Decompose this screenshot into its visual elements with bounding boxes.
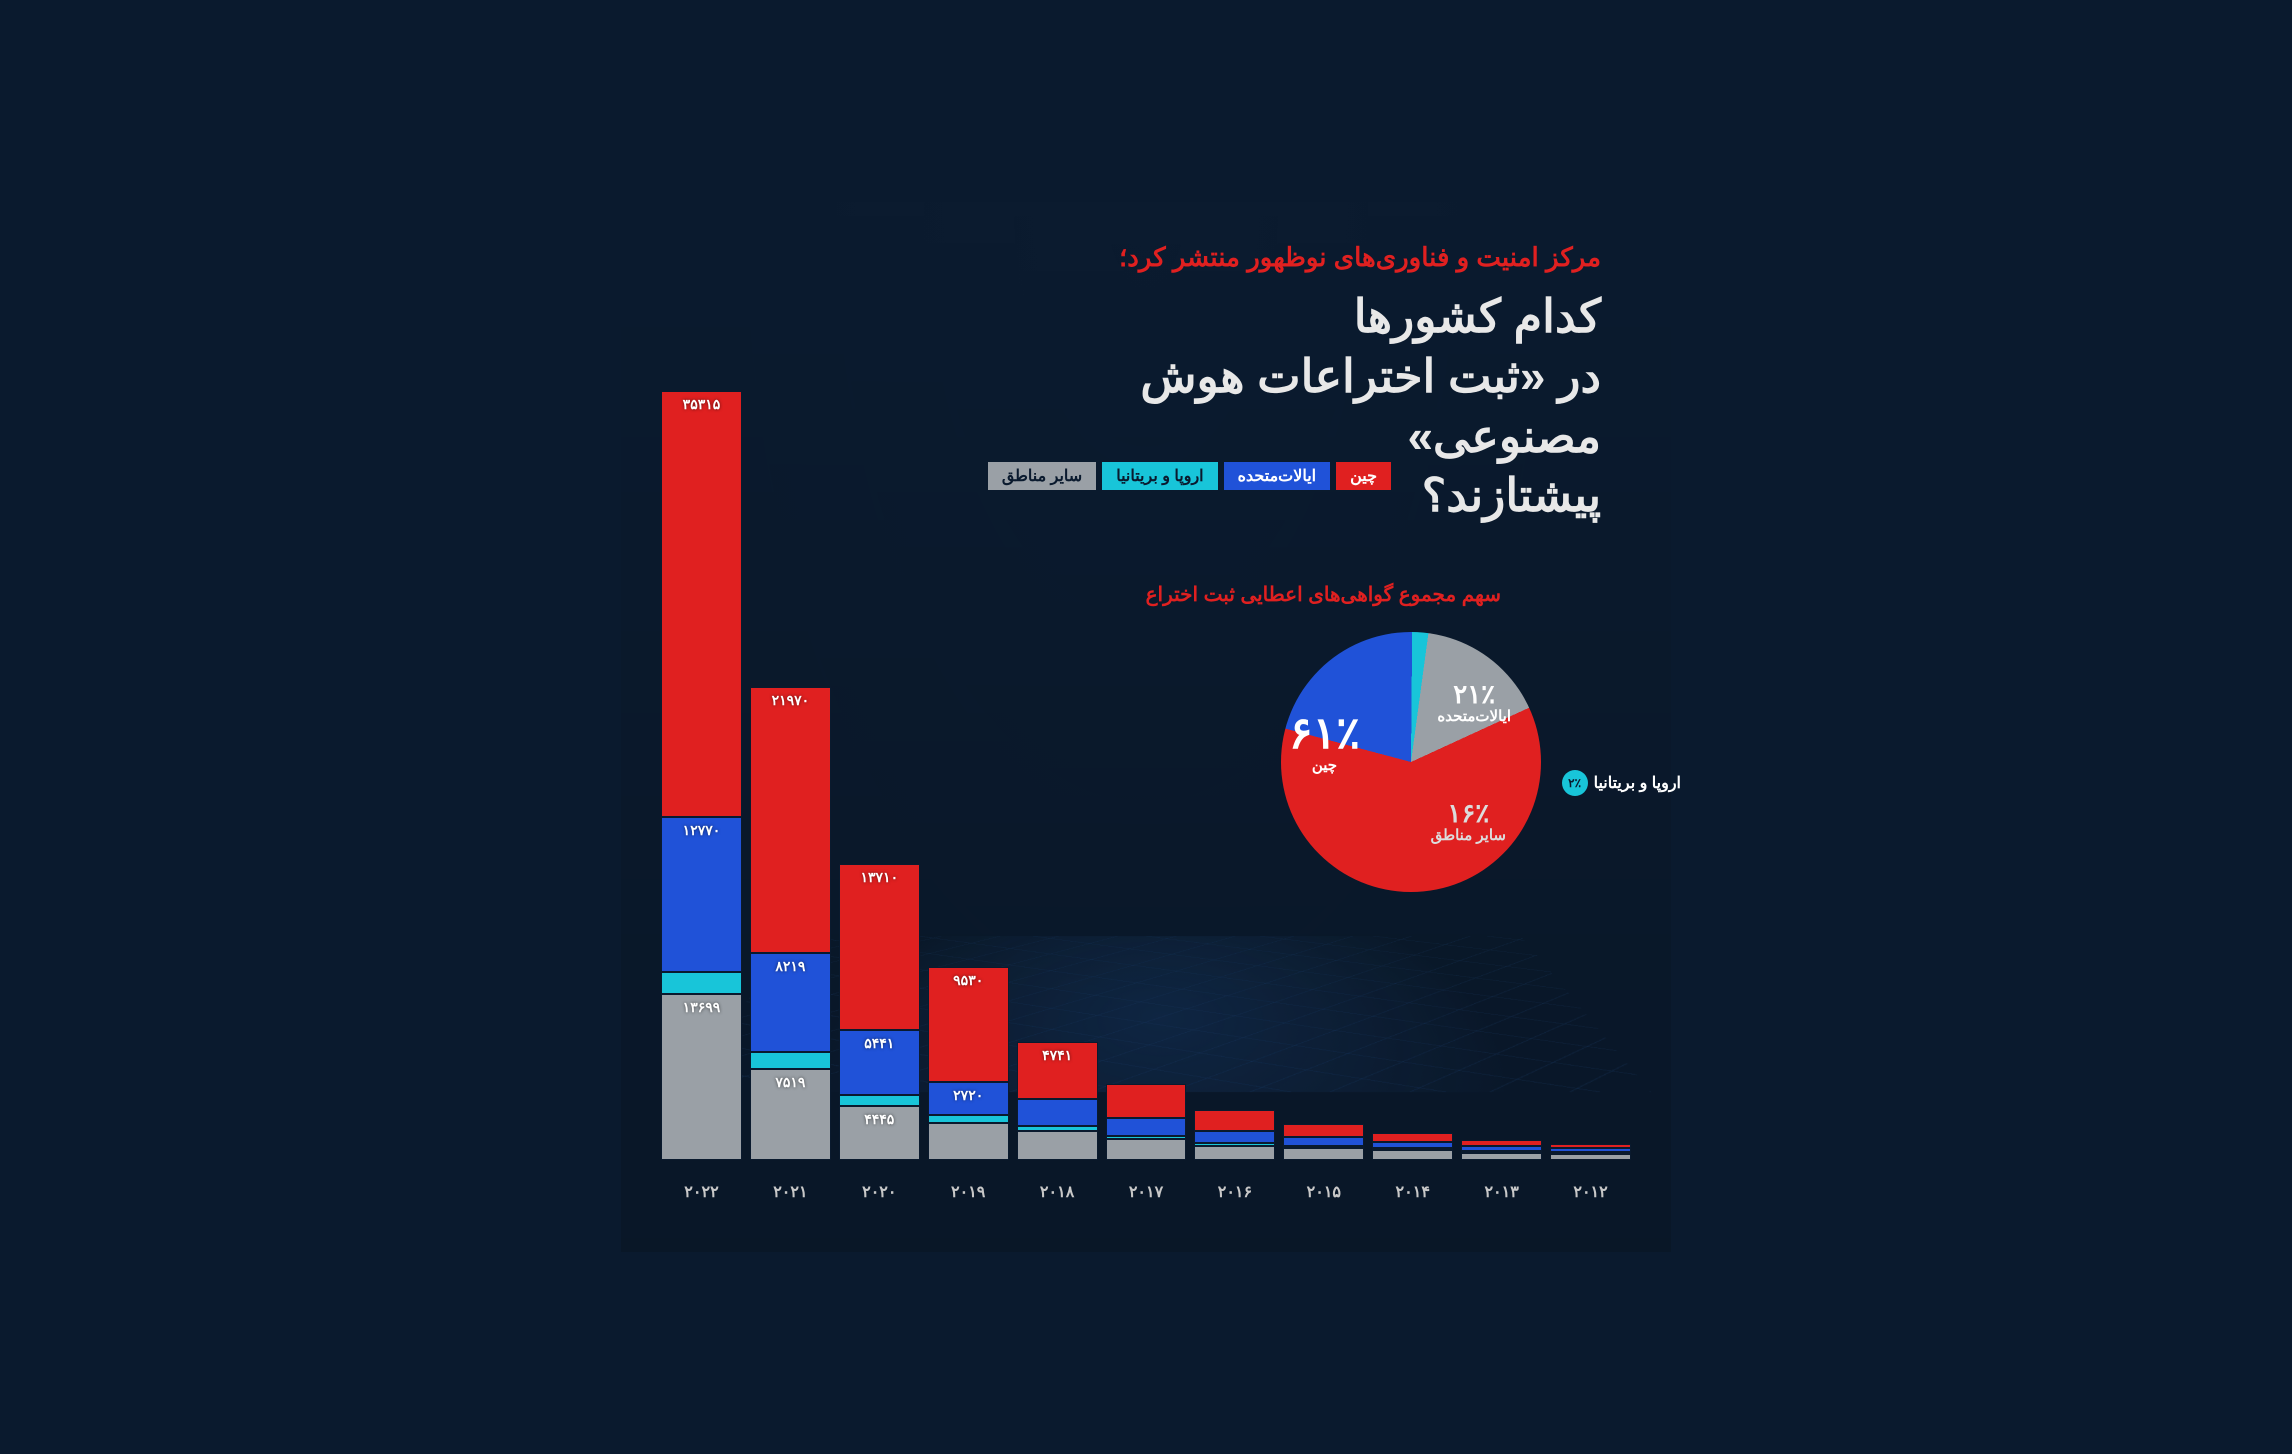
bar-segment-other bbox=[1283, 1148, 1364, 1160]
bar-segment-other: ۴۴۴۵ bbox=[839, 1106, 920, 1160]
bar-segment-other: ۱۳۶۹۹ bbox=[661, 994, 742, 1160]
bar-segment-usa: ۸۲۱۹ bbox=[750, 953, 831, 1052]
bar-segment-eu_uk bbox=[661, 972, 742, 995]
x-axis-label: ۲۰۱۲ bbox=[1550, 1182, 1631, 1202]
bar-segment-usa: ۵۴۴۱ bbox=[839, 1030, 920, 1096]
bar-segment-eu_uk bbox=[839, 1095, 920, 1106]
x-axis-label: ۲۰۲۰ bbox=[839, 1182, 920, 1202]
bar-column: ۲۱۹۷۰ ۸۲۱۹ ۷۵۱۹ bbox=[750, 687, 831, 1160]
stacked-bar-chart: ۴۷۴۱ ۹۵۳۰ ۲۷۲۰ ۱۳۷۱۰ ۵۴۴۱ ۴۴۴۵ ۲۱۹۷۰ ۸۲۱۹ ۷۵۱۹ ۳۵… bbox=[661, 290, 1631, 1160]
bar-value-label: ۴۷۴۱ bbox=[1018, 1047, 1097, 1064]
x-axis-label: ۲۰۱۳ bbox=[1461, 1182, 1542, 1202]
bar-segment-china: ۴۷۴۱ bbox=[1017, 1042, 1098, 1099]
bar-segment-other bbox=[1461, 1153, 1542, 1160]
bar-segment-usa bbox=[1283, 1137, 1364, 1146]
bar-value-label: ۸۲۱۹ bbox=[751, 958, 830, 975]
bar-segment-eu_uk bbox=[928, 1115, 1009, 1122]
bar-segment-china: ۹۵۳۰ bbox=[928, 967, 1009, 1082]
bar-column bbox=[1106, 1084, 1187, 1160]
bar-segment-other bbox=[1372, 1150, 1453, 1160]
bar-segment-eu_uk bbox=[750, 1052, 831, 1069]
bar-segment-other bbox=[928, 1123, 1009, 1160]
bar-segment-other: ۷۵۱۹ bbox=[750, 1069, 831, 1160]
bar-segment-usa bbox=[1106, 1118, 1187, 1136]
bar-column bbox=[1461, 1140, 1542, 1160]
bar-segment-china bbox=[1106, 1084, 1187, 1118]
bar-value-label: ۲۷۲۰ bbox=[929, 1087, 1008, 1104]
bar-segment-china: ۳۵۳۱۵ bbox=[661, 391, 742, 818]
x-axis-label: ۲۰۱۴ bbox=[1372, 1182, 1453, 1202]
bar-value-label: ۹۵۳۰ bbox=[929, 972, 1008, 989]
bar-value-label: ۱۳۷۱۰ bbox=[840, 869, 919, 886]
bar-column: ۳۵۳۱۵ ۱۲۷۷۰ ۱۳۶۹۹ bbox=[661, 391, 742, 1160]
bar-value-label: ۲۱۹۷۰ bbox=[751, 692, 830, 709]
bar-column bbox=[1283, 1124, 1364, 1160]
x-axis-label: ۲۰۱۷ bbox=[1106, 1182, 1187, 1202]
bar-column: ۹۵۳۰ ۲۷۲۰ bbox=[928, 967, 1009, 1160]
bar-segment-china bbox=[1372, 1133, 1453, 1141]
bar-segment-china bbox=[1283, 1124, 1364, 1137]
bar-segment-other bbox=[1550, 1154, 1631, 1160]
bar-segment-other bbox=[1017, 1131, 1098, 1160]
x-axis-label: ۲۰۱۶ bbox=[1194, 1182, 1275, 1202]
bar-value-label: ۱۳۶۹۹ bbox=[662, 999, 741, 1016]
bar-segment-usa: ۲۷۲۰ bbox=[928, 1082, 1009, 1115]
bar-segment-usa bbox=[1017, 1099, 1098, 1126]
bar-segment-other bbox=[1194, 1146, 1275, 1161]
infographic-canvas: مرکز امنیت و فناوری‌های نوظهور منتشر کرد… bbox=[621, 202, 1671, 1252]
x-axis: ۲۰۱۲ ۲۰۱۳ ۲۰۱۴ ۲۰۱۵ ۲۰۱۶ ۲۰۱۷ ۲۰۱۸ ۲۰۱۹ ۲۰۲۰ ۲۰۲۱… bbox=[661, 1182, 1631, 1202]
x-axis-label: ۲۰۱۸ bbox=[1017, 1182, 1098, 1202]
bar-value-label: ۱۲۷۷۰ bbox=[662, 822, 741, 839]
bar-value-label: ۷۵۱۹ bbox=[751, 1074, 830, 1091]
bar-column bbox=[1194, 1110, 1275, 1161]
bar-segment-china: ۲۱۹۷۰ bbox=[750, 687, 831, 952]
bar-segment-usa: ۱۲۷۷۰ bbox=[661, 817, 742, 971]
bar-segment-usa bbox=[1372, 1142, 1453, 1149]
x-axis-label: ۲۰۲۱ bbox=[750, 1182, 831, 1202]
bar-value-label: ۳۵۳۱۵ bbox=[662, 396, 741, 413]
bar-column bbox=[1550, 1144, 1631, 1160]
x-axis-label: ۲۰۲۲ bbox=[661, 1182, 742, 1202]
bar-segment-other bbox=[1106, 1139, 1187, 1160]
bar-column bbox=[1372, 1133, 1453, 1160]
bar-segment-china bbox=[1194, 1110, 1275, 1132]
bar-segment-china: ۱۳۷۱۰ bbox=[839, 864, 920, 1030]
bar-value-label: ۵۴۴۱ bbox=[840, 1035, 919, 1052]
bar-segment-usa bbox=[1194, 1131, 1275, 1143]
bar-column: ۴۷۴۱ bbox=[1017, 1042, 1098, 1160]
x-axis-label: ۲۰۱۵ bbox=[1283, 1182, 1364, 1202]
bar-value-label: ۴۴۴۵ bbox=[840, 1111, 919, 1128]
bar-column: ۱۳۷۱۰ ۵۴۴۱ ۴۴۴۵ bbox=[839, 864, 920, 1160]
super-title: مرکز امنیت و فناوری‌های نوظهور منتشر کرد… bbox=[1119, 242, 1601, 273]
x-axis-label: ۲۰۱۹ bbox=[928, 1182, 1009, 1202]
